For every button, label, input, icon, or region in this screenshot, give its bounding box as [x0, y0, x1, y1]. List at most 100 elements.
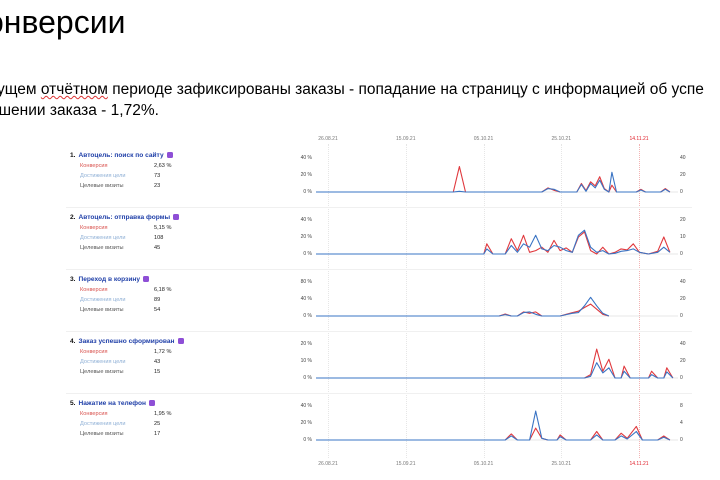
metric-conversion: Конверсия 5,15 %: [80, 225, 171, 231]
y-tick-right: 0: [680, 375, 683, 381]
metric-conversion: Конверсия 1,95 %: [80, 411, 171, 417]
y-tick-left: 0 %: [303, 189, 312, 195]
y-tick-left: 40 %: [300, 155, 312, 161]
metric-value: 5,15 %: [154, 225, 172, 231]
metric-value: 73: [154, 173, 161, 179]
goal-separator: [66, 269, 692, 270]
metric-visits: Целевые визиты 45: [80, 245, 160, 251]
metric-value: 2,63 %: [154, 163, 172, 169]
metric-label: Конверсия: [80, 225, 108, 231]
goal-type-icon: [166, 152, 173, 158]
goal-title-link[interactable]: 1. Автоцель: поиск по сайту: [70, 152, 173, 159]
goal-chart: 40 % 20 % 0 % 8 4 0: [298, 400, 692, 450]
y-tick-left: 0 %: [303, 375, 312, 381]
series-conversion-line: [316, 231, 671, 255]
metric-label: Достижения цели: [80, 173, 126, 179]
metric-label: Достижения цели: [80, 359, 126, 365]
y-tick-right: 20: [680, 217, 686, 223]
goal-title-link[interactable]: 4. Заказ успешно сформирован: [70, 338, 184, 345]
date-axis-bottom: 26.08.21 15.09.21 05.10.21 25.10.21 14.11.21: [66, 461, 692, 471]
paragraph-line-1: кущем отчётном периоде зафиксированы зак…: [0, 79, 720, 100]
y-tick-right: 20: [680, 172, 686, 178]
date-gridline: [639, 144, 641, 458]
metric-visits: Целевые визиты 54: [80, 307, 160, 313]
date-tick: 15.09.21: [396, 136, 416, 142]
series-visits-line: [316, 171, 671, 193]
goal-separator: [66, 331, 692, 332]
y-tick-right: 40: [680, 341, 686, 347]
metric-label: Конверсия: [80, 287, 108, 293]
y-tick-left: 10 %: [300, 358, 312, 364]
metric-reach: Достижения цели 108: [80, 235, 163, 241]
y-tick-right: 0: [680, 313, 683, 319]
date-tick: 26.08.21: [318, 136, 338, 142]
y-tick-left: 20 %: [300, 341, 312, 347]
metric-value: 23: [154, 183, 161, 189]
date-tick: 14.11.21: [629, 461, 649, 467]
series-conversion-line: [316, 165, 671, 193]
y-tick-right: 0: [680, 189, 683, 195]
metric-value: 45: [154, 245, 161, 251]
date-gridline: [328, 144, 329, 458]
y-tick-left: 40 %: [300, 403, 312, 409]
date-gridline: [561, 144, 563, 458]
paragraph-line-1b: периоде зафиксированы заказы - попадание…: [107, 81, 704, 98]
slide-title: онверсии: [0, 4, 126, 40]
metric-reach: Достижения цели 73: [80, 173, 160, 179]
metric-label: Целевые визиты: [80, 369, 124, 375]
y-tick-left: 0 %: [303, 313, 312, 319]
goal-name: Заказ успешно сформирован: [78, 338, 175, 345]
y-tick-left: 20 %: [300, 420, 312, 426]
slide-paragraph: кущем отчётном периоде зафиксированы зак…: [0, 79, 720, 121]
y-tick-left: 80 %: [300, 279, 312, 285]
y-tick-right: 40: [680, 279, 686, 285]
paragraph-line-1a: кущем: [0, 81, 37, 98]
metric-visits: Целевые визиты 15: [80, 369, 160, 375]
goal-name: Нажатие на телефон: [78, 400, 146, 407]
metric-value: 25: [154, 421, 161, 427]
y-tick-left: 40 %: [300, 217, 312, 223]
goal-number: 1.: [70, 152, 76, 159]
goal-chart: 80 % 40 % 0 % 40 20 0: [298, 276, 692, 326]
goal-title-link[interactable]: 2. Автоцель: отправка формы: [70, 214, 180, 221]
paragraph-line-2: ршении заказа - 1,72%.: [0, 102, 159, 119]
goal-title-link[interactable]: 5. Нажатие на телефон: [70, 400, 155, 407]
goal-type-icon: [177, 338, 184, 344]
chart-svg: [316, 410, 678, 441]
goal-type-icon: [143, 276, 150, 282]
metric-value: 17: [154, 431, 161, 437]
goal-chart: 20 % 10 % 0 % 40 20 0: [298, 338, 692, 388]
date-gridline: [405, 144, 407, 458]
date-tick: 26.08.21: [318, 461, 338, 467]
y-tick-left: 40 %: [300, 296, 312, 302]
metric-label: Целевые визиты: [80, 183, 124, 189]
date-tick: 05.10.21: [473, 136, 494, 142]
series-conversion-line: [316, 303, 610, 317]
goals-report: 26.08.21 15.09.21 05.10.21 25.10.21 14.11.21…: [66, 136, 692, 467]
spellcheck-word: отчётном: [40, 81, 108, 98]
y-tick-left: 0 %: [303, 437, 312, 443]
series-visits-line: [316, 410, 671, 441]
metric-value: 43: [154, 359, 161, 365]
series-visits-line: [316, 229, 671, 255]
goal-name: Переход в корзину: [78, 276, 141, 283]
date-tick: 15.09.21: [396, 461, 416, 467]
y-tick-left: 0 %: [303, 251, 312, 257]
chart-svg: [316, 348, 678, 379]
y-tick-left: 20 %: [300, 234, 312, 240]
metric-value: 54: [154, 307, 161, 313]
metric-visits: Целевые визиты 17: [80, 431, 160, 437]
y-tick-right: 0: [680, 251, 683, 257]
series-visits-line: [316, 296, 610, 317]
goal-type-icon: [173, 214, 180, 220]
series-conversion-line: [316, 425, 671, 441]
chart-svg: [316, 165, 678, 193]
metric-value: 89: [154, 297, 161, 303]
goal-title-link[interactable]: 3. Переход в корзину: [70, 276, 150, 283]
y-tick-right: 40: [680, 155, 686, 161]
metric-label: Достижения цели: [80, 235, 126, 241]
metric-reach: Достижения цели 43: [80, 359, 160, 365]
metric-label: Конверсия: [80, 163, 108, 169]
goal-separator: [66, 393, 692, 394]
y-tick-right: 0: [680, 437, 683, 443]
